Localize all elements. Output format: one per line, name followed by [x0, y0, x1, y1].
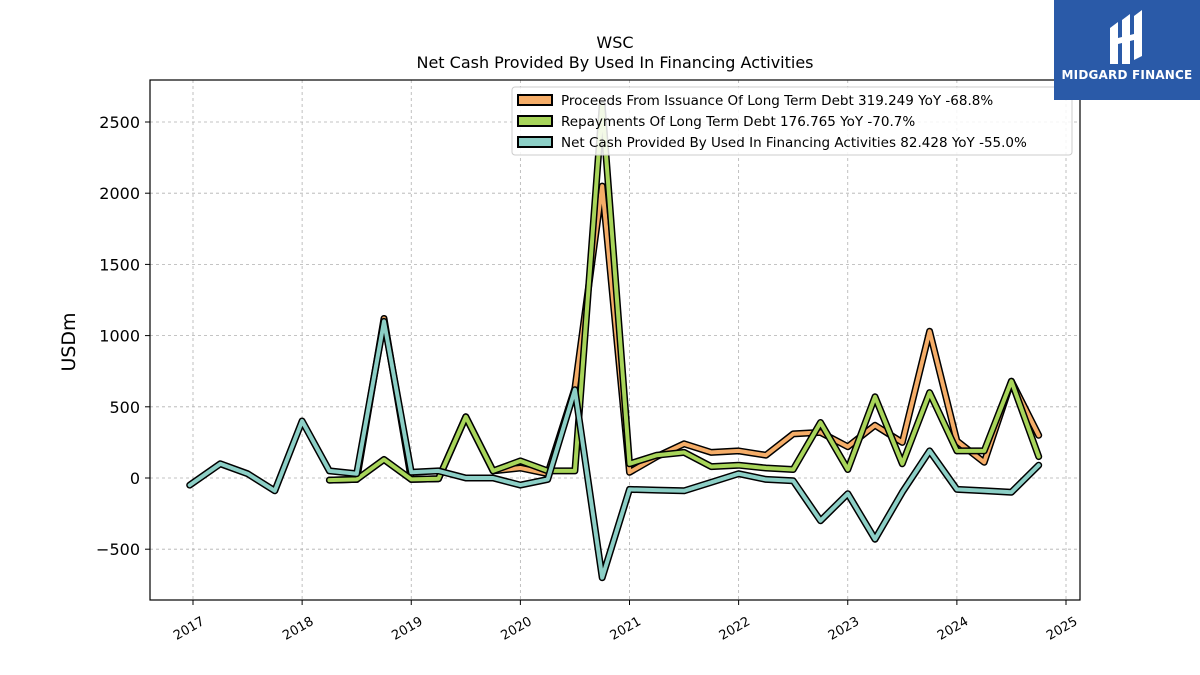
- x-tick-label: 2022: [717, 614, 753, 644]
- series-3: [186, 317, 1043, 582]
- series-line-outline: [325, 101, 1043, 484]
- y-tick-label: 500: [109, 398, 140, 417]
- y-axis-label: USDm: [58, 312, 80, 371]
- x-tick-label: 2017: [171, 614, 207, 644]
- legend-entry: Net Cash Provided By Used In Financing A…: [561, 135, 1027, 151]
- plot-frame: [149, 79, 1081, 601]
- midgard-logo-icon: [1110, 10, 1142, 64]
- y-axis-ticks: −500 0 500 1000 1500 2000 2500: [96, 113, 150, 559]
- x-tick-label: 2021: [608, 614, 644, 644]
- y-tick-label: 0: [130, 469, 140, 488]
- logo-text: MIDGARD FINANCE: [1061, 68, 1193, 82]
- series-line-outline: [325, 182, 1043, 484]
- y-tick-label: −500: [96, 540, 140, 559]
- legend-swatch: [517, 115, 553, 127]
- series-lines: [186, 101, 1043, 582]
- y-tick-label: 2500: [99, 113, 140, 132]
- x-tick-label: 2024: [935, 614, 971, 644]
- legend-box: [511, 86, 1073, 156]
- x-axis-ticks: 2017 2018 2019 2020 2021 2022 2023 2024 2025: [171, 600, 1080, 644]
- y-tick-label: 1000: [99, 327, 140, 346]
- legend-swatch: [517, 136, 553, 148]
- x-tick-label: 2023: [826, 614, 862, 644]
- legend: Proceeds From Issuance Of Long Term Debt…: [511, 86, 1073, 156]
- y-tick-label: 1500: [99, 255, 140, 274]
- chart-title: WSC: [596, 33, 633, 52]
- y-tick-label: 2000: [99, 184, 140, 203]
- series-2: [325, 101, 1043, 484]
- x-tick-label: 2020: [499, 614, 535, 644]
- chart-subtitle: Net Cash Provided By Used In Financing A…: [416, 53, 813, 72]
- series-line: [327, 102, 1041, 483]
- x-tick-label: 2025: [1044, 614, 1080, 644]
- series-1: [325, 182, 1043, 484]
- legend-swatch: [517, 94, 553, 106]
- legend-entry: Repayments Of Long Term Debt 176.765 YoY…: [561, 114, 915, 130]
- series-line: [187, 319, 1041, 580]
- legend-entry: Proceeds From Issuance Of Long Term Debt…: [561, 93, 993, 109]
- x-tick-label: 2018: [280, 614, 316, 644]
- brand-logo: MIDGARD FINANCE: [1054, 0, 1200, 100]
- x-tick-label: 2019: [389, 614, 425, 644]
